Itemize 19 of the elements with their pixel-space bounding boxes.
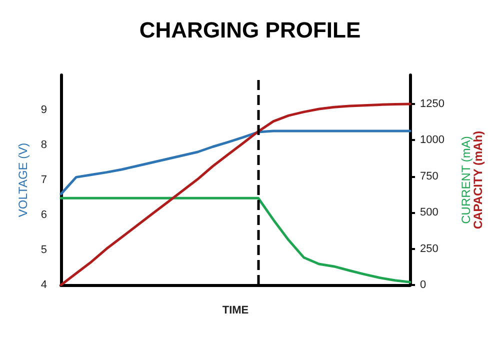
y2-tick-label: 1250 <box>420 98 444 110</box>
y2-tick-label: 0 <box>420 279 426 291</box>
text: CAPACITY (mAh) <box>471 130 485 230</box>
x-axis-title: TIME <box>222 304 249 316</box>
line-series <box>60 196 412 284</box>
chart-title: CHARGING PROFILE <box>139 18 361 42</box>
y-tick-label: 8 <box>40 139 47 151</box>
y-tick-label: 9 <box>40 104 47 116</box>
y2-axis-title: CURRENT (mA) <box>459 136 473 224</box>
y-tick-label: 7 <box>40 174 47 186</box>
y2-tick-label: 250 <box>420 242 438 255</box>
y-tick-label: 4 <box>40 279 47 291</box>
y-tick-label: 6 <box>40 209 47 221</box>
y2-tick-label: 1000 <box>420 134 444 146</box>
y2-tick-label: 750 <box>420 170 438 182</box>
line-series <box>60 130 412 196</box>
y-axis-title: VOLTAGE (V) <box>16 142 30 218</box>
y2-tick-label: 500 <box>420 206 438 219</box>
y-tick-label: 5 <box>40 244 47 256</box>
